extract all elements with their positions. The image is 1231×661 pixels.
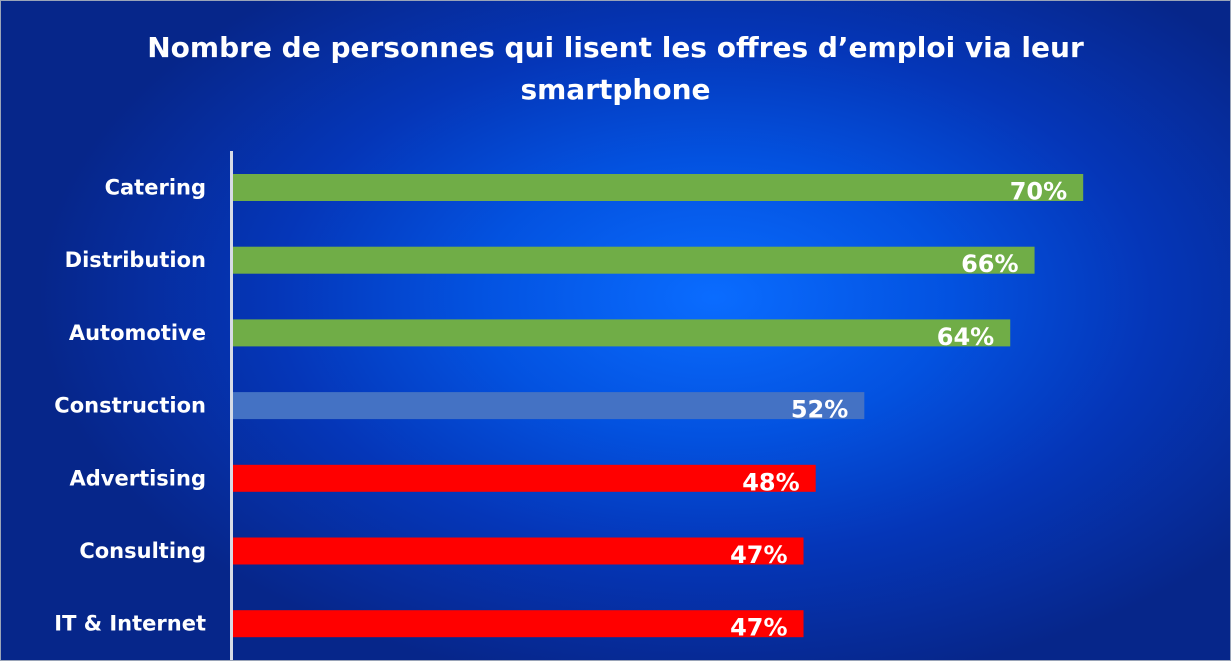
category-label: Advertising [70, 466, 207, 490]
bar-6 [232, 610, 804, 638]
value-label: 48% [742, 468, 799, 496]
bar-4 [232, 464, 816, 492]
category-label: Catering [105, 176, 206, 200]
value-label: 52% [791, 396, 848, 424]
bar-3 [232, 392, 865, 420]
bar-1 [232, 246, 1035, 274]
bar-0 [232, 174, 1084, 201]
category-label: Distribution [65, 248, 206, 272]
value-label: 70% [1010, 178, 1067, 206]
category-label: Consulting [79, 539, 206, 563]
value-label: 64% [937, 323, 994, 351]
chart-title-line-2: smartphone [520, 73, 711, 106]
chart-title-line-1: Nombre de personnes qui lisent les offre… [147, 31, 1084, 64]
y-axis-line [230, 151, 233, 660]
bar-2 [232, 319, 1011, 347]
bar-5 [232, 537, 804, 565]
category-label: IT & Internet [54, 612, 206, 636]
chart-title: Nombre de personnes qui lisent les offre… [1, 27, 1230, 111]
value-label: 66% [961, 250, 1018, 278]
value-label: 47% [730, 614, 787, 642]
category-label: Construction [54, 394, 206, 418]
value-label: 47% [730, 541, 787, 569]
category-label: Automotive [69, 321, 206, 345]
